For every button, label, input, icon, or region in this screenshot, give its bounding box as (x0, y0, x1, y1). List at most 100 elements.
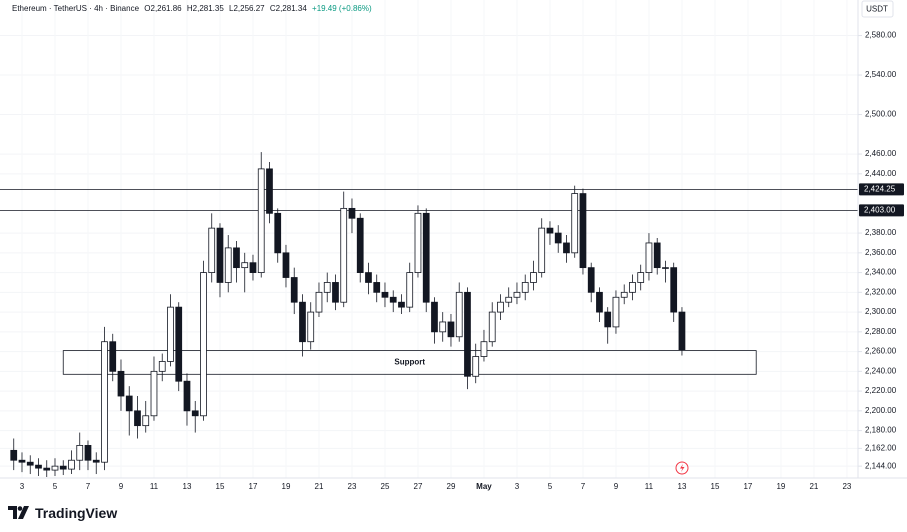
x-tick-label: 25 (381, 482, 390, 491)
legend-header: Ethereum · TetherUS · 4h · Binance O2,26… (12, 4, 375, 13)
alert-icon[interactable] (675, 461, 689, 475)
brand-logo (8, 506, 29, 519)
candle-body (125, 395, 133, 412)
candle-body (208, 227, 216, 273)
x-tick-label: 19 (776, 482, 785, 491)
y-tick-label: 2,162.00 (865, 443, 897, 452)
candle-body (480, 341, 488, 357)
currency-label: USDT (866, 5, 888, 14)
candle-body (76, 445, 84, 461)
footer: TradingView (8, 505, 117, 521)
candle-body (200, 272, 207, 417)
candle-body (546, 227, 554, 234)
candle-body (332, 282, 339, 303)
x-tick-label: 7 (86, 482, 91, 491)
candle-body (678, 311, 686, 351)
candle-body (513, 291, 521, 298)
candle-body (290, 277, 298, 303)
symbol-title: Ethereum · TetherUS · 4h · Binance (12, 4, 140, 13)
candle-body (653, 242, 661, 269)
candle-body (150, 370, 158, 417)
candle-body (282, 252, 290, 278)
candle-body (530, 272, 537, 283)
y-tick-label: 2,220.00 (865, 386, 897, 395)
y-tick-label: 2,540.00 (865, 70, 897, 79)
x-tick-label: 17 (743, 482, 752, 491)
y-tick-label: 2,300.00 (865, 307, 897, 316)
y-tick-label: 2,340.00 (865, 268, 897, 277)
candle-body (175, 306, 183, 382)
x-tick-label: 5 (548, 482, 553, 491)
candle-body (414, 212, 422, 273)
candle-body (629, 282, 636, 293)
support-label: Support (394, 358, 425, 367)
y-tick-label: 2,260.00 (865, 347, 897, 356)
x-tick-label: 11 (645, 482, 654, 491)
candle-body (620, 291, 628, 298)
y-tick-label: 2,360.00 (865, 248, 897, 257)
candle-body (373, 282, 381, 293)
support-zone (62, 350, 757, 375)
candle-body (134, 410, 141, 427)
candle-body (563, 242, 570, 254)
price-label: 2,403.00 (864, 205, 896, 214)
candle-body (117, 370, 125, 397)
candle-body (505, 296, 513, 303)
y-tick-label: 2,200.00 (865, 406, 897, 415)
currency-box[interactable] (861, 0, 894, 18)
candle-body (587, 267, 595, 293)
candle-body (51, 465, 59, 471)
candle-body (249, 262, 257, 273)
x-tick-label: 21 (315, 482, 324, 491)
candle-body (538, 227, 546, 273)
candle-body (406, 272, 414, 308)
candle-body (109, 341, 117, 372)
x-tick-label: 13 (183, 482, 192, 491)
x-tick-label: 23 (842, 482, 851, 491)
y-tick-label: 2,320.00 (865, 287, 897, 296)
candle-body (315, 291, 323, 313)
ohlc-change: +19.49 (+0.86%) (312, 4, 372, 13)
background (0, 0, 907, 500)
brand-name: TradingView (35, 505, 118, 521)
candle-body (521, 282, 529, 293)
candle-body (299, 301, 306, 343)
candle-body (10, 449, 18, 461)
candle-body (497, 301, 504, 313)
candle-body (241, 262, 249, 269)
candle-body (233, 247, 240, 269)
candle-body (101, 341, 108, 463)
y-tick-label: 2,180.00 (865, 426, 897, 435)
x-tick-label: 7 (581, 482, 586, 491)
candle-body (68, 459, 75, 470)
x-tick-label: 23 (348, 482, 357, 491)
price-label: 2,424.25 (864, 184, 896, 193)
candle-body (216, 227, 224, 283)
candle-body (274, 212, 282, 254)
ohlc-open: O2,261.86 (144, 4, 182, 13)
y-tick-label: 2,240.00 (865, 366, 897, 375)
candle-body (439, 321, 447, 333)
candle-body (670, 267, 678, 313)
candle-body (266, 168, 273, 214)
candle-body (92, 459, 100, 463)
y-tick-label: 2,460.00 (865, 149, 897, 158)
ohlc-close: C2,281.34 (269, 4, 307, 13)
candle-body (59, 465, 67, 470)
candle-body (422, 212, 430, 303)
candle-body (356, 217, 364, 273)
x-tick-label: 11 (150, 482, 159, 491)
x-tick-label: May (476, 482, 492, 491)
y-tick-label: 2,380.00 (865, 228, 897, 237)
y-tick-label: 2,500.00 (865, 110, 897, 119)
candle-body (464, 291, 471, 377)
x-tick-label: 13 (678, 482, 687, 491)
candle-body (26, 461, 34, 466)
price-label-box (859, 204, 904, 217)
candle-body (365, 272, 372, 283)
candle-body (604, 311, 612, 328)
y-tick-label: 2,580.00 (865, 31, 897, 40)
candle-body (340, 207, 348, 303)
ohlc-low: L2,256.27 (229, 4, 265, 13)
